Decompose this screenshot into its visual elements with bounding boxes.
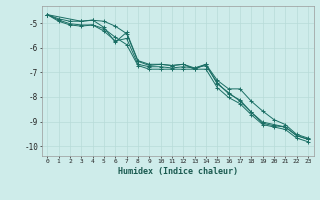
X-axis label: Humidex (Indice chaleur): Humidex (Indice chaleur) (118, 167, 237, 176)
